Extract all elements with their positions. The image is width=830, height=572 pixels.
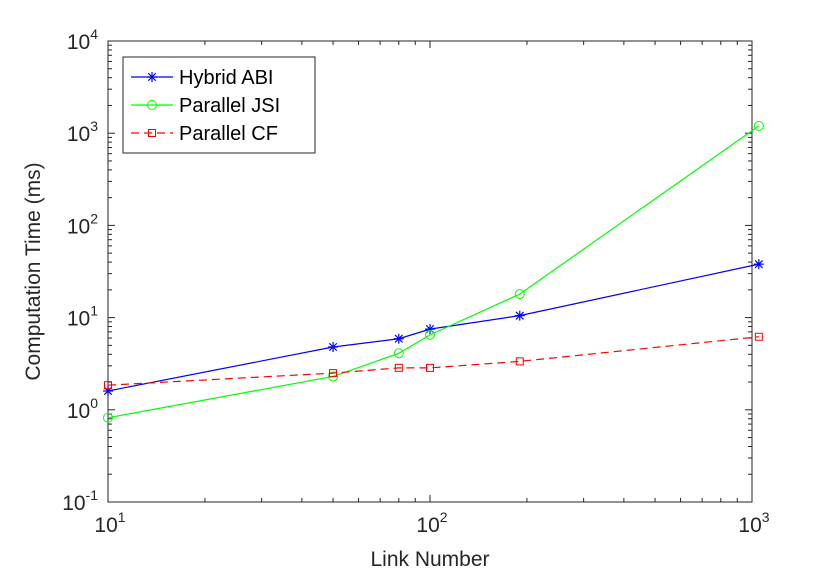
y-tick-exponent: 2 (90, 210, 98, 226)
y-tick-label: 103 (67, 118, 98, 146)
y-tick-exponent: 1 (90, 303, 98, 319)
data-point (103, 412, 113, 423)
marker-stroke (425, 324, 435, 334)
data-point (515, 357, 524, 366)
x-tick-label: 101 (94, 509, 125, 537)
data-point (754, 332, 763, 341)
legend-marker (148, 129, 156, 137)
y-tick-exponent: 4 (90, 26, 98, 42)
series-parallel-cf (104, 332, 763, 390)
x-tick-label: 103 (738, 509, 769, 537)
data-point (514, 310, 525, 321)
data-point (426, 363, 434, 372)
marker-stroke (328, 342, 338, 352)
y-tick-exponent: -1 (86, 487, 99, 503)
data-point (753, 259, 764, 270)
series-line (107, 125, 760, 419)
y-axis-title: Computation Time (ms) (22, 162, 45, 380)
data-point (328, 371, 339, 382)
legend-item: Parallel JSI (131, 95, 280, 117)
data-point (394, 363, 403, 372)
data-point (393, 333, 404, 344)
marker-stroke (754, 259, 763, 269)
y-tick-label: 100 (67, 395, 98, 423)
legend-marker (147, 72, 157, 82)
x-tick-exponent: 1 (118, 509, 126, 525)
marker-stroke (394, 334, 403, 343)
x-tick-exponent: 2 (440, 509, 448, 525)
marker-stroke (515, 311, 524, 320)
data-point (104, 381, 112, 390)
legend-item: Hybrid ABI (131, 67, 273, 89)
y-tick-label: 102 (67, 210, 98, 238)
data-point (514, 289, 525, 300)
data-point (393, 348, 404, 359)
y-tick-label: 10-1 (62, 487, 98, 515)
series-parallel-jsi (103, 120, 764, 423)
series-layer (103, 120, 764, 423)
y-tick-exponent: 0 (90, 395, 98, 411)
x-tick-base: 10 (94, 514, 117, 537)
y-tick-base: 10 (67, 308, 90, 331)
x-tick-exponent: 3 (762, 509, 770, 525)
y-tick-base: 10 (67, 215, 90, 238)
y-tick-base: 10 (67, 400, 90, 423)
data-point (328, 341, 339, 352)
series-line (107, 336, 759, 386)
data-point (425, 324, 435, 335)
x-tick-base: 10 (416, 514, 439, 537)
y-tick-label: 101 (67, 303, 98, 331)
x-axis-title: Link Number (370, 548, 489, 571)
data-point (329, 369, 338, 378)
y-tick-exponent: 3 (90, 118, 98, 134)
legend-label: Parallel CF (179, 123, 278, 145)
legend-marker (147, 100, 157, 110)
legend: Hybrid ABI Parallel JSI Parallel CF (122, 56, 316, 154)
y-tick-label: 104 (67, 26, 98, 54)
legend-label: Hybrid ABI (179, 67, 273, 89)
x-tick-label: 102 (416, 509, 447, 537)
y-tick-base: 10 (67, 31, 90, 54)
data-point (753, 120, 764, 131)
y-tick-base: 10 (67, 123, 90, 146)
x-tick-base: 10 (738, 514, 761, 537)
series-hybrid-abi (103, 259, 764, 396)
marker-stroke (147, 72, 157, 82)
data-point (425, 329, 435, 340)
legend-item: Parallel CF (131, 123, 278, 145)
y-tick-base: 10 (62, 492, 85, 515)
legend-label: Parallel JSI (179, 95, 280, 117)
series-line (107, 263, 759, 392)
